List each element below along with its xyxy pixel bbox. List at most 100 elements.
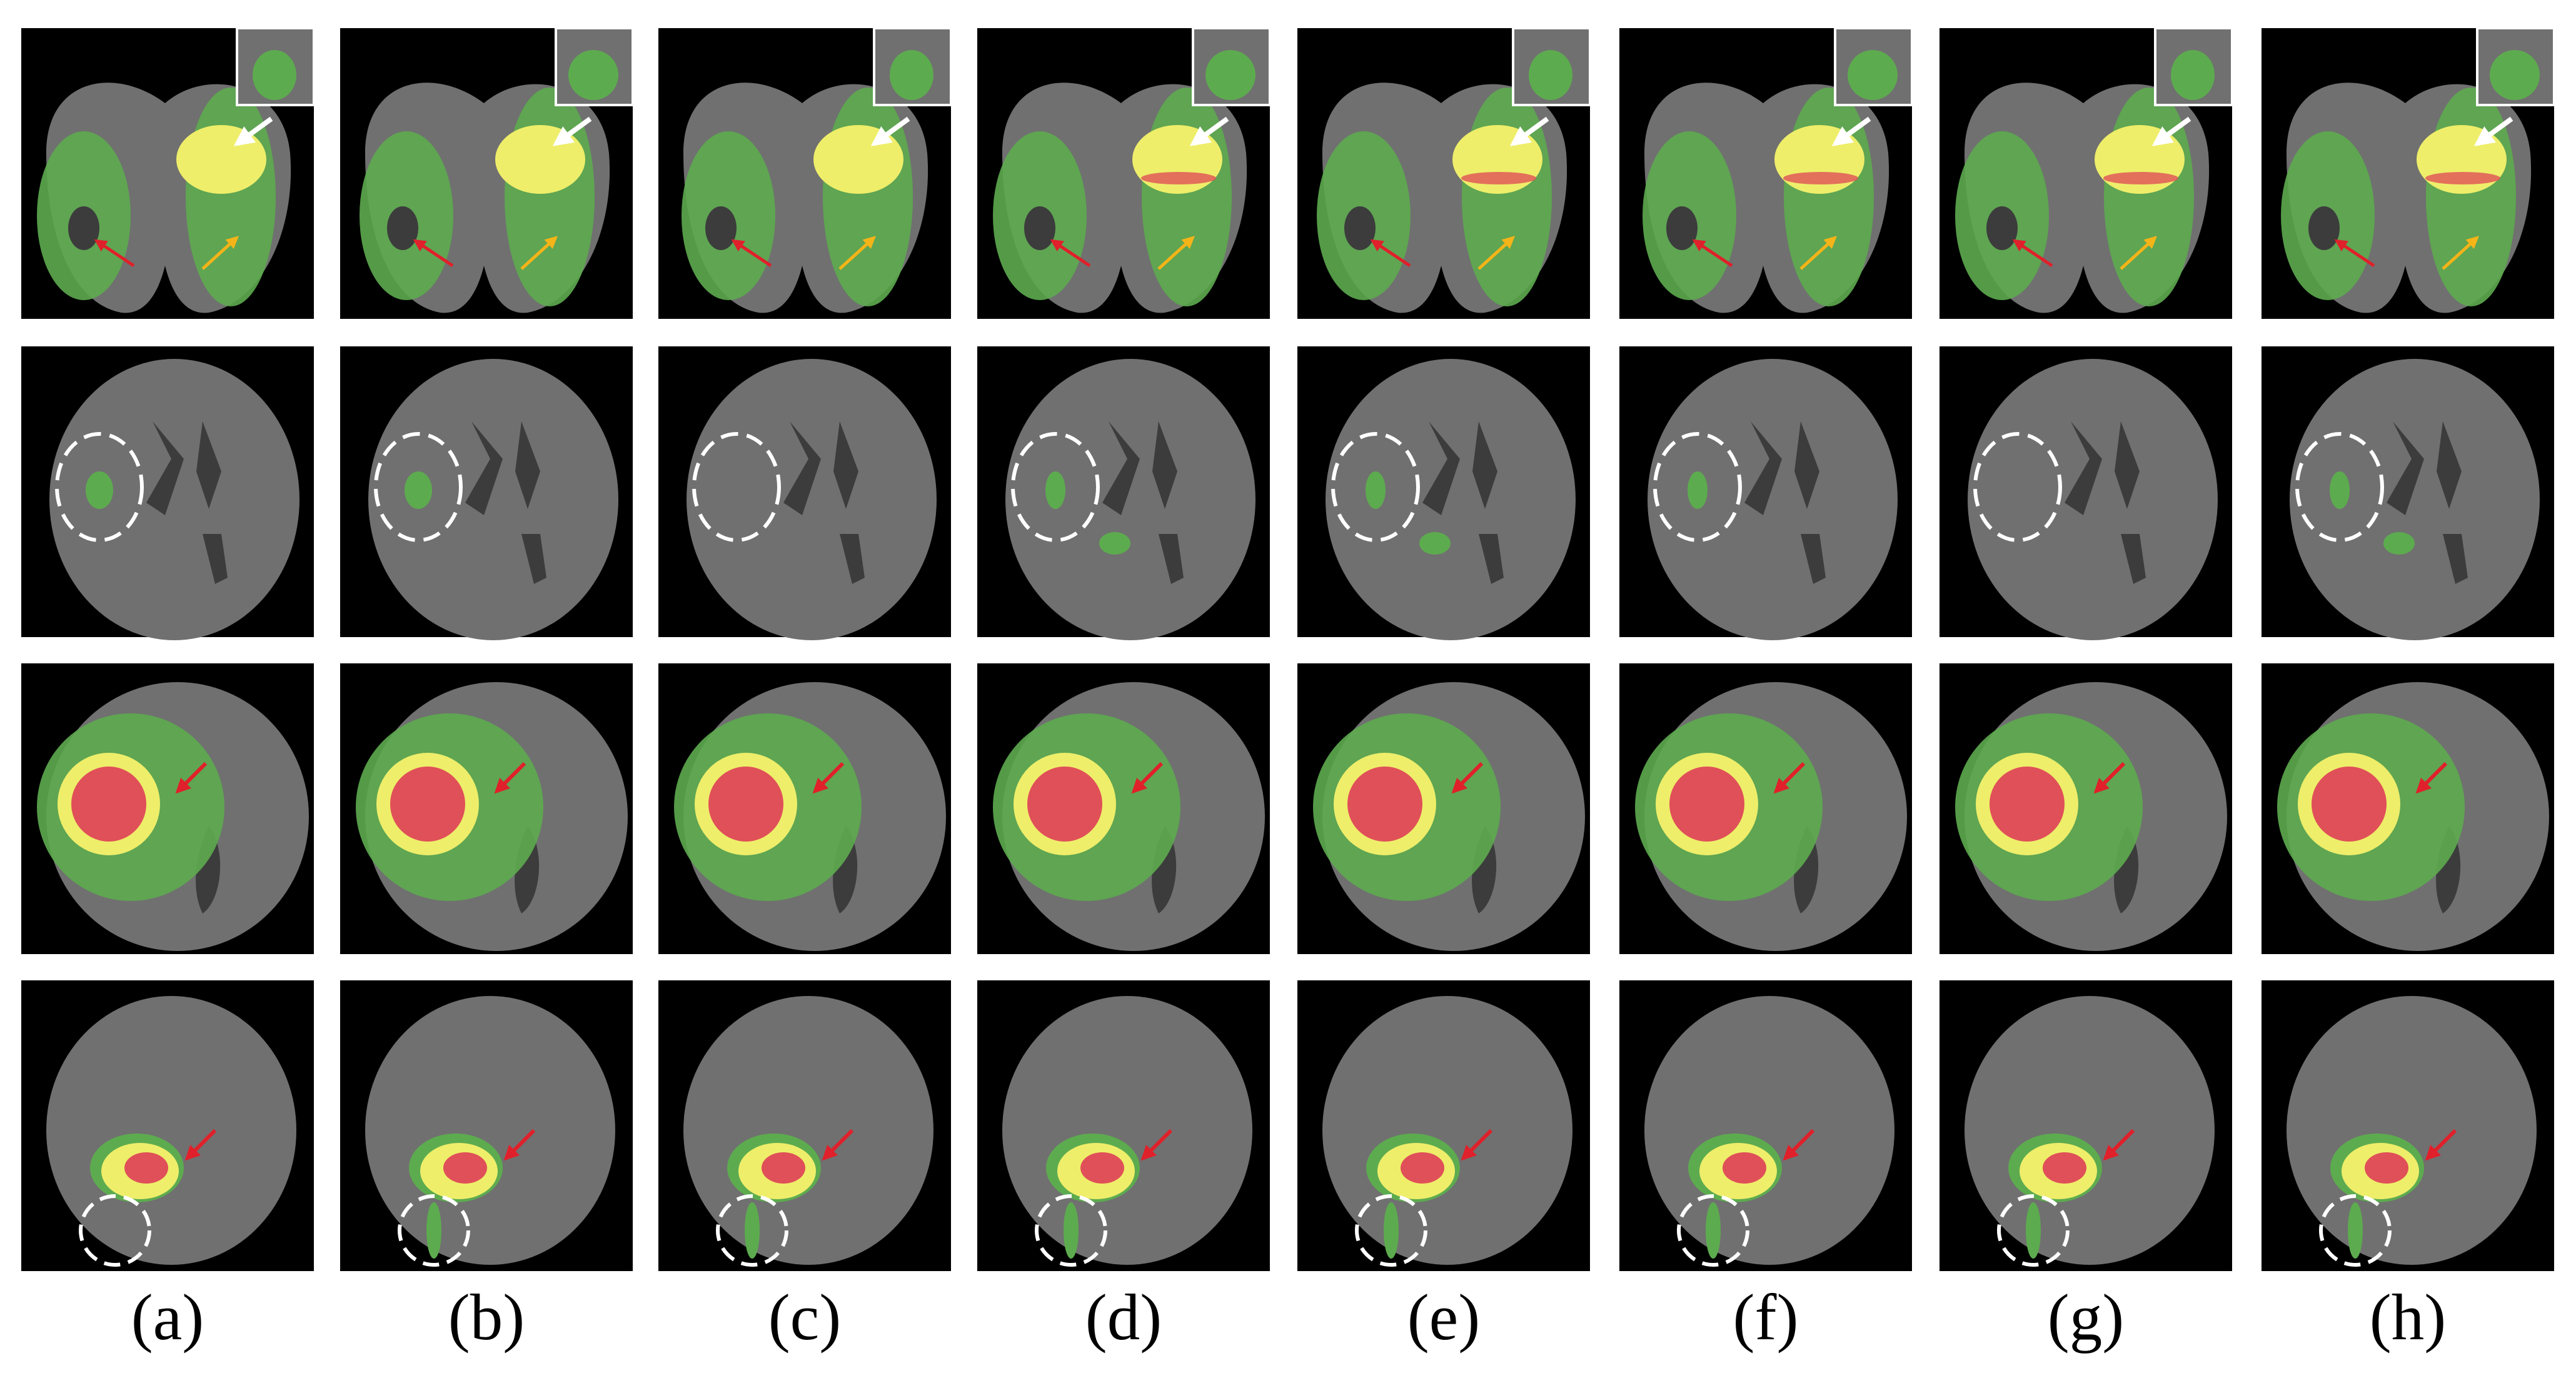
dashed-circle (716, 1194, 788, 1267)
panel (977, 663, 1270, 954)
brain (2290, 359, 2540, 640)
brain (368, 359, 618, 640)
edema (1419, 532, 1451, 555)
arrow (2093, 762, 2126, 794)
arrow (2415, 762, 2448, 794)
cavity (1666, 206, 1698, 250)
cavity (387, 206, 418, 250)
panel (340, 27, 634, 319)
edema (2330, 471, 2350, 509)
edema (1366, 471, 1386, 509)
edema (1142, 88, 1232, 306)
arrow (731, 239, 772, 268)
arrow (2442, 236, 2479, 270)
edema (1064, 1202, 1079, 1259)
cavity (68, 206, 99, 250)
necrosis (1723, 1152, 1766, 1184)
brain (1326, 359, 1576, 640)
arrow (1799, 236, 1837, 270)
brain (2287, 996, 2537, 1265)
dashed-circle (1653, 432, 1742, 542)
ventricle (1422, 421, 1504, 584)
panel (21, 27, 315, 319)
edema (1462, 88, 1552, 306)
edema (2104, 88, 2194, 306)
necrosis (2312, 767, 2387, 842)
panel-label: (a) (131, 1280, 204, 1354)
edema (2348, 1202, 2363, 1259)
arrow (520, 236, 558, 270)
arrow (1370, 239, 1411, 268)
cavity (1344, 206, 1376, 250)
inset-edema (2171, 50, 2215, 100)
cavity (1986, 206, 2018, 250)
panel (658, 27, 952, 319)
dashed-circle (692, 432, 781, 542)
panel (1619, 346, 1912, 640)
arrow (2473, 116, 2513, 146)
ventricle (2065, 421, 2146, 584)
brain (49, 359, 299, 640)
arrow (1131, 762, 1164, 794)
dashed-circle (1355, 1194, 1427, 1267)
arrow (94, 239, 135, 268)
panel (1619, 27, 1913, 319)
ventricle (783, 421, 865, 584)
ventricle (1744, 421, 1826, 584)
dashed-circle (1011, 432, 1100, 542)
ventricle (465, 421, 546, 584)
arrow (1451, 762, 1484, 794)
necrosis (2103, 172, 2178, 184)
brain (687, 359, 937, 640)
necrosis (71, 767, 146, 842)
panel (1940, 663, 2232, 954)
necrosis (124, 1152, 168, 1184)
enhancing (813, 125, 903, 194)
arrow (552, 116, 592, 146)
necrosis (1141, 172, 1216, 184)
arrow (822, 1129, 854, 1161)
arrow (2103, 1129, 2135, 1161)
panel (2262, 663, 2554, 954)
panel (21, 980, 314, 1271)
brain (46, 996, 296, 1265)
panel (1940, 346, 2232, 640)
necrosis (390, 767, 465, 842)
ventricle (1102, 421, 1184, 584)
necrosis (2043, 1152, 2086, 1184)
arrow (503, 1129, 536, 1161)
panel-label: (d) (1085, 1280, 1162, 1354)
arrow (838, 236, 876, 270)
inset-edema (1848, 50, 1898, 100)
edema (1706, 1202, 1721, 1259)
panel (1297, 346, 1590, 640)
arrow (1783, 1129, 1815, 1161)
panel (977, 980, 1270, 1271)
ventricle (2387, 421, 2468, 584)
arrow (233, 116, 273, 146)
arrow (1509, 116, 1549, 146)
brain (1965, 996, 2215, 1265)
brain (1648, 359, 1898, 640)
inset-edema (1205, 50, 1255, 100)
dashed-circle (1331, 432, 1420, 542)
edema (1688, 471, 1708, 509)
edema (1099, 532, 1130, 555)
enhancing (495, 125, 585, 194)
arrow (1157, 236, 1195, 270)
cavity (705, 206, 737, 250)
arrow (1140, 1129, 1173, 1161)
necrosis (443, 1152, 487, 1184)
enhancing (176, 125, 266, 194)
arrow (1831, 116, 1871, 146)
arrow (2012, 239, 2053, 268)
panel-label: (b) (448, 1280, 525, 1354)
arrow (201, 236, 239, 270)
arrow (175, 762, 208, 794)
brain (1644, 996, 1894, 1265)
necrosis (1783, 172, 1858, 184)
edema (426, 1202, 441, 1259)
edema (2383, 532, 2415, 555)
arrow (1692, 239, 1733, 268)
